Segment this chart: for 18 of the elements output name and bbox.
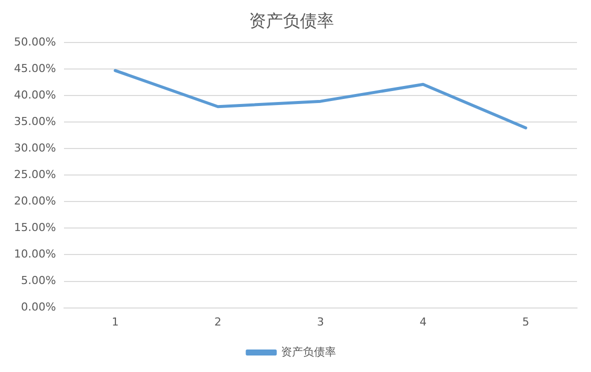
legend-label: 资产负债率 [280, 345, 336, 358]
y-tick-label: 20.00% [14, 194, 56, 208]
x-tick-label: 5 [522, 315, 530, 328]
y-tick-label: 35.00% [14, 114, 56, 128]
y-tick-label: 30.00% [14, 141, 56, 154]
y-tick-label: 45.00% [14, 62, 56, 75]
y-tick-label: 0.00% [20, 300, 56, 314]
y-tick-label: 50.00% [14, 35, 56, 48]
y-tick-label: 25.00% [14, 168, 56, 181]
chart-title: 资产负债率 [249, 12, 334, 32]
x-tick-label: 2 [214, 315, 222, 328]
y-tick-label: 40.00% [14, 88, 56, 102]
x-tick-label: 3 [316, 315, 324, 328]
y-tick-label: 15.00% [14, 221, 56, 234]
x-tick-label: 4 [420, 315, 427, 328]
y-tick-label: 10.00% [14, 248, 56, 261]
x-tick-label: 1 [112, 315, 119, 328]
y-tick-label: 5.00% [20, 274, 56, 288]
